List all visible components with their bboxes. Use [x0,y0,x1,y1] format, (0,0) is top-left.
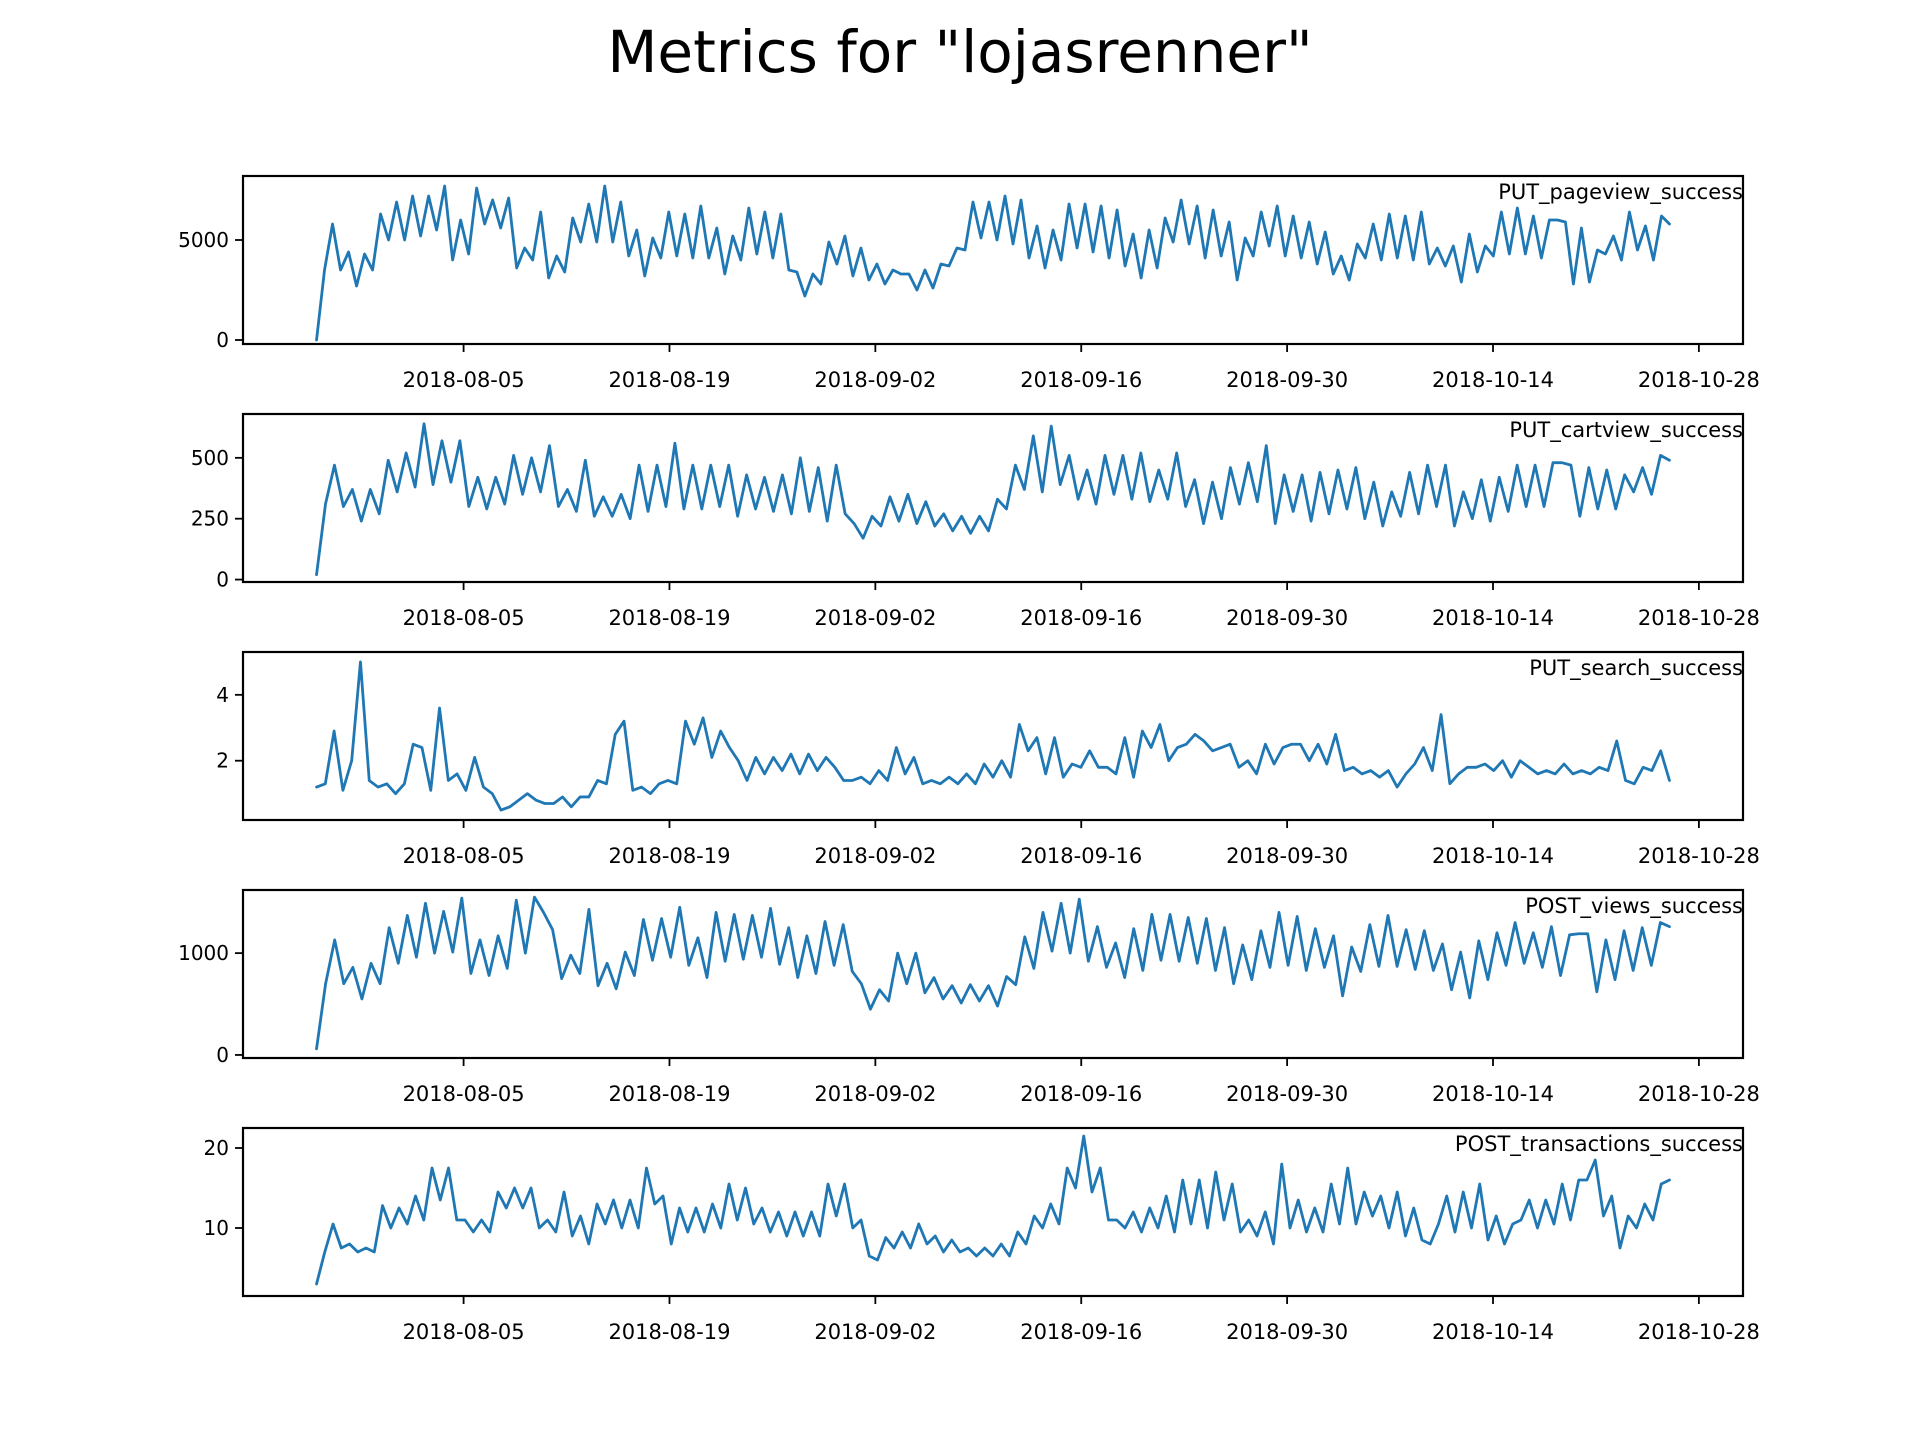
x-tick-label: 2018-10-14 [1432,606,1554,630]
y-tick-label: 1000 [178,941,229,965]
series-line [315,1134,1671,1286]
subplot-POST_transactions_success: 10 20 2018-08-05 2018-08-19 2018-09-02 2018-0… [204,1126,1760,1344]
subplot-label: PUT_pageview_success [1498,180,1743,205]
x-tick-label: 2018-09-16 [1020,368,1142,392]
x-tick-label: 2018-08-19 [608,844,730,868]
series-line [315,184,1671,342]
axes-frame [241,412,1745,584]
y-tick-label: 4 [216,683,229,707]
axes-frame [241,1126,1745,1298]
axes-frame [241,888,1745,1060]
x-tick-label: 2018-10-14 [1432,1320,1554,1344]
x-tick-label: 2018-09-02 [814,1320,936,1344]
x-tick-label: 2018-10-14 [1432,844,1554,868]
x-tick-label: 2018-08-19 [608,368,730,392]
y-tick-label: 2 [216,749,229,773]
y-tick-label: 500 [191,446,229,470]
axes-frame [241,650,1745,822]
subplot-label: POST_views_success [1525,894,1743,919]
x-tick-label: 2018-09-30 [1226,1320,1348,1344]
series-line [315,422,1671,577]
x-tick-label: 2018-09-30 [1226,1082,1348,1106]
x-tick-label: 2018-10-28 [1638,844,1760,868]
x-tick-label: 2018-09-16 [1020,844,1142,868]
subplot-label: PUT_search_success [1529,656,1743,681]
x-tick-label: 2018-10-14 [1432,1082,1554,1106]
x-tick-label: 2018-09-02 [814,1082,936,1106]
y-tick-label: 250 [191,507,229,531]
y-tick-label: 0 [216,328,229,352]
x-tick-label: 2018-09-30 [1226,606,1348,630]
x-tick-label: 2018-09-16 [1020,1320,1142,1344]
figure-title: Metrics for "lojasrenner" [607,18,1313,86]
series-line [315,660,1671,812]
x-tick-label: 2018-08-05 [403,606,525,630]
y-tick-label: 5000 [178,228,229,252]
x-tick-label: 2018-08-19 [608,606,730,630]
x-tick-label: 2018-08-05 [403,1082,525,1106]
x-tick-label: 2018-08-19 [608,1082,730,1106]
x-tick-label: 2018-09-16 [1020,1082,1142,1106]
x-tick-label: 2018-09-02 [814,368,936,392]
x-tick-label: 2018-08-05 [403,368,525,392]
x-tick-label: 2018-09-30 [1226,368,1348,392]
series-line [315,895,1671,1051]
x-tick-label: 2018-09-30 [1226,844,1348,868]
subplot-PUT_search_success: 2 4 2018-08-05 2018-08-19 2018-09-02 2018-09-… [216,650,1760,868]
axes-frame [241,174,1745,346]
y-tick-label: 0 [216,568,229,592]
y-tick-label: 10 [204,1216,229,1240]
x-tick-label: 2018-08-19 [608,1320,730,1344]
x-tick-label: 2018-10-28 [1638,368,1760,392]
subplot-label: POST_transactions_success [1455,1132,1743,1157]
y-tick-label: 0 [216,1043,229,1067]
x-tick-label: 2018-10-14 [1432,368,1554,392]
x-tick-label: 2018-10-28 [1638,1320,1760,1344]
x-tick-label: 2018-10-28 [1638,1082,1760,1106]
subplot-POST_views_success: 0 1000 2018-08-05 2018-08-19 2018-09-02 2018-… [178,888,1760,1106]
x-tick-label: 2018-09-02 [814,606,936,630]
x-tick-label: 2018-10-28 [1638,606,1760,630]
y-tick-label: 20 [204,1136,229,1160]
subplot-label: PUT_cartview_success [1509,418,1743,443]
subplot-PUT_pageview_success: 0 5000 2018-08-05 2018-08-19 2018-09-02 2018-… [178,174,1760,392]
x-tick-label: 2018-08-05 [403,1320,525,1344]
x-tick-label: 2018-08-05 [403,844,525,868]
x-tick-label: 2018-09-16 [1020,606,1142,630]
subplot-PUT_cartview_success: 0 250 500 2018-08-05 2018-08-19 2018-09-02 201… [191,412,1760,630]
x-tick-label: 2018-09-02 [814,844,936,868]
